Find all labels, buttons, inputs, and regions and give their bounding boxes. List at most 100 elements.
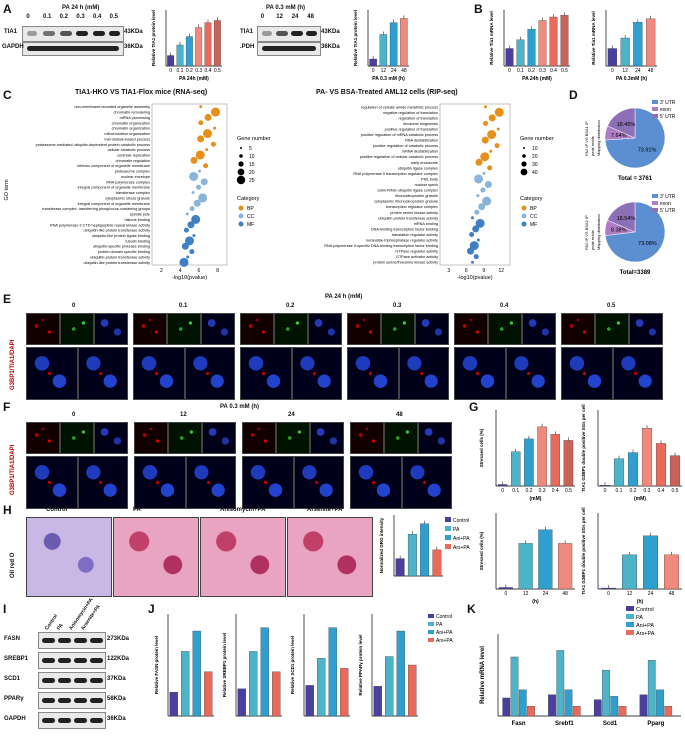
blot-i-size-label: 36KDa (107, 716, 126, 722)
lane-label: 48 (307, 14, 314, 20)
micro-tile-merge-zoom (78, 347, 128, 401)
bar (169, 692, 178, 717)
micro-tile-red (454, 313, 488, 346)
bar (620, 37, 630, 67)
go-dot (470, 216, 474, 220)
oro-image (26, 517, 112, 597)
blot-i-strip (38, 632, 106, 649)
y-axis-label: Relative Tia1 mRNA level (489, 11, 494, 65)
tick-label: 48 (669, 591, 675, 597)
tick-label: 0 (504, 591, 507, 597)
go-term-label: nucleotide-triphosphatase regulator acti… (366, 239, 438, 243)
y-axis-label: TIA1 G3BP1 double positive SGs per cell (581, 404, 586, 491)
go-dot (181, 242, 189, 250)
micro-tile-red (350, 422, 384, 455)
micro-tile-green (274, 313, 308, 346)
go-term-label: mRNA processing (120, 116, 150, 120)
bar (527, 706, 535, 717)
go-dot (471, 260, 475, 264)
go-term-label: transferase complex, transferring phosph… (42, 207, 150, 211)
tick-label: 0.4 (658, 488, 665, 494)
micro-tile-green (384, 422, 418, 455)
bar (237, 688, 246, 717)
bar (192, 630, 201, 717)
legend-swatch (652, 208, 658, 212)
y-axis-label: Relative Tia1 mRNA level (591, 11, 596, 65)
go-dot (187, 221, 195, 229)
legend-swatch (445, 535, 451, 540)
bar (599, 485, 611, 487)
legend-label: 3' UTR (660, 194, 676, 200)
bar (272, 671, 281, 717)
legend-gene-dot (236, 175, 246, 185)
tick-label: 0.4 (205, 68, 212, 74)
blot2-title: PA 0.3 mM (h) (266, 5, 306, 11)
blot-i-row-label: PPARγ (4, 696, 24, 702)
go-term-label: positive regulation of catabolic process (373, 144, 438, 148)
f-side-label: G3BP1/TIA1/DAPI (10, 444, 16, 495)
oro-column-label: Control (46, 507, 68, 513)
bar (213, 20, 221, 67)
bar (610, 696, 619, 717)
pie-side-label: PA2 IP VS BSA2 IP (584, 215, 589, 250)
micro-tile-merge (454, 347, 506, 401)
go-term-label: spindle pole (130, 213, 150, 217)
legend-swatch (428, 630, 434, 634)
pie-slice (607, 201, 636, 233)
legend-gene-label: 20 (532, 154, 538, 160)
go-dot (211, 107, 221, 117)
legend-category-dot (238, 221, 244, 227)
tick-label: 12 (622, 68, 628, 74)
go-dot (203, 129, 212, 139)
lane-label: 12 (276, 14, 283, 20)
legend-label: Ars+PA (453, 545, 470, 551)
go-term-label: histone binding (124, 218, 150, 222)
go-dot (185, 236, 194, 246)
micro-tile-merge (26, 347, 78, 401)
go-term-label: ubiquitin-like protein ligase binding (92, 234, 150, 238)
go-term-label: RNA polymerase complex (106, 180, 150, 184)
micro-tile-blue (310, 422, 344, 455)
bar (556, 650, 565, 717)
legend-gene-label: 5 (249, 146, 252, 152)
pie-side-label-2: peak reads (590, 136, 595, 156)
bar (389, 22, 398, 67)
micro-tile-red (242, 422, 276, 455)
legend-category-label: BP (247, 206, 254, 212)
go-left-dotplot: non-membrane-bounded organelle assembly c… (4, 103, 271, 280)
x-tick: 9 (482, 268, 485, 274)
legend-label: Control (436, 614, 452, 620)
bar (176, 44, 184, 67)
go-term-label: proteasome-mediated ubiquitin-dependent … (36, 143, 151, 147)
go-dot (191, 191, 195, 195)
blot1-title: PA 24 h (mM) (62, 5, 100, 11)
go-dot (474, 174, 484, 184)
go-dot (192, 233, 196, 237)
tick-label: 0 (611, 68, 614, 74)
lane-label: 0 (260, 14, 265, 20)
go-term-label: ubiquitin-like protein transferase activ… (84, 261, 151, 265)
tick-label: 0.3 (644, 488, 651, 494)
blot-i-size-label: 37KDa (107, 676, 126, 682)
go-term-label: RNA destabilization (405, 139, 438, 143)
legend-swatch (652, 100, 658, 104)
category-label: Scd1 (603, 721, 618, 727)
micro-tile-merge (134, 456, 186, 510)
micro-tile-merge-zoom (506, 347, 556, 401)
tick-label: 0 (372, 68, 375, 74)
column-label: 0.1 (179, 303, 188, 309)
go-term-label: GTPase regulator activity (395, 250, 438, 254)
bar (664, 706, 673, 717)
go-dot (494, 143, 500, 149)
x-axis-label: PA 0.3mM (h) (616, 76, 647, 82)
bar (646, 18, 656, 67)
x-axis-label: PA 24h (mM) (522, 76, 552, 82)
column-label: 0.5 (607, 303, 616, 309)
micro-tile-merge (350, 456, 402, 510)
go-term-label: DNA-binding transcription factor binding (371, 227, 438, 231)
legend-category-dot (521, 213, 527, 219)
micro-tile-merge (133, 347, 185, 401)
go-dot (474, 209, 480, 215)
bar (400, 18, 408, 67)
go-term-label: mRNA destabilization (402, 150, 438, 154)
